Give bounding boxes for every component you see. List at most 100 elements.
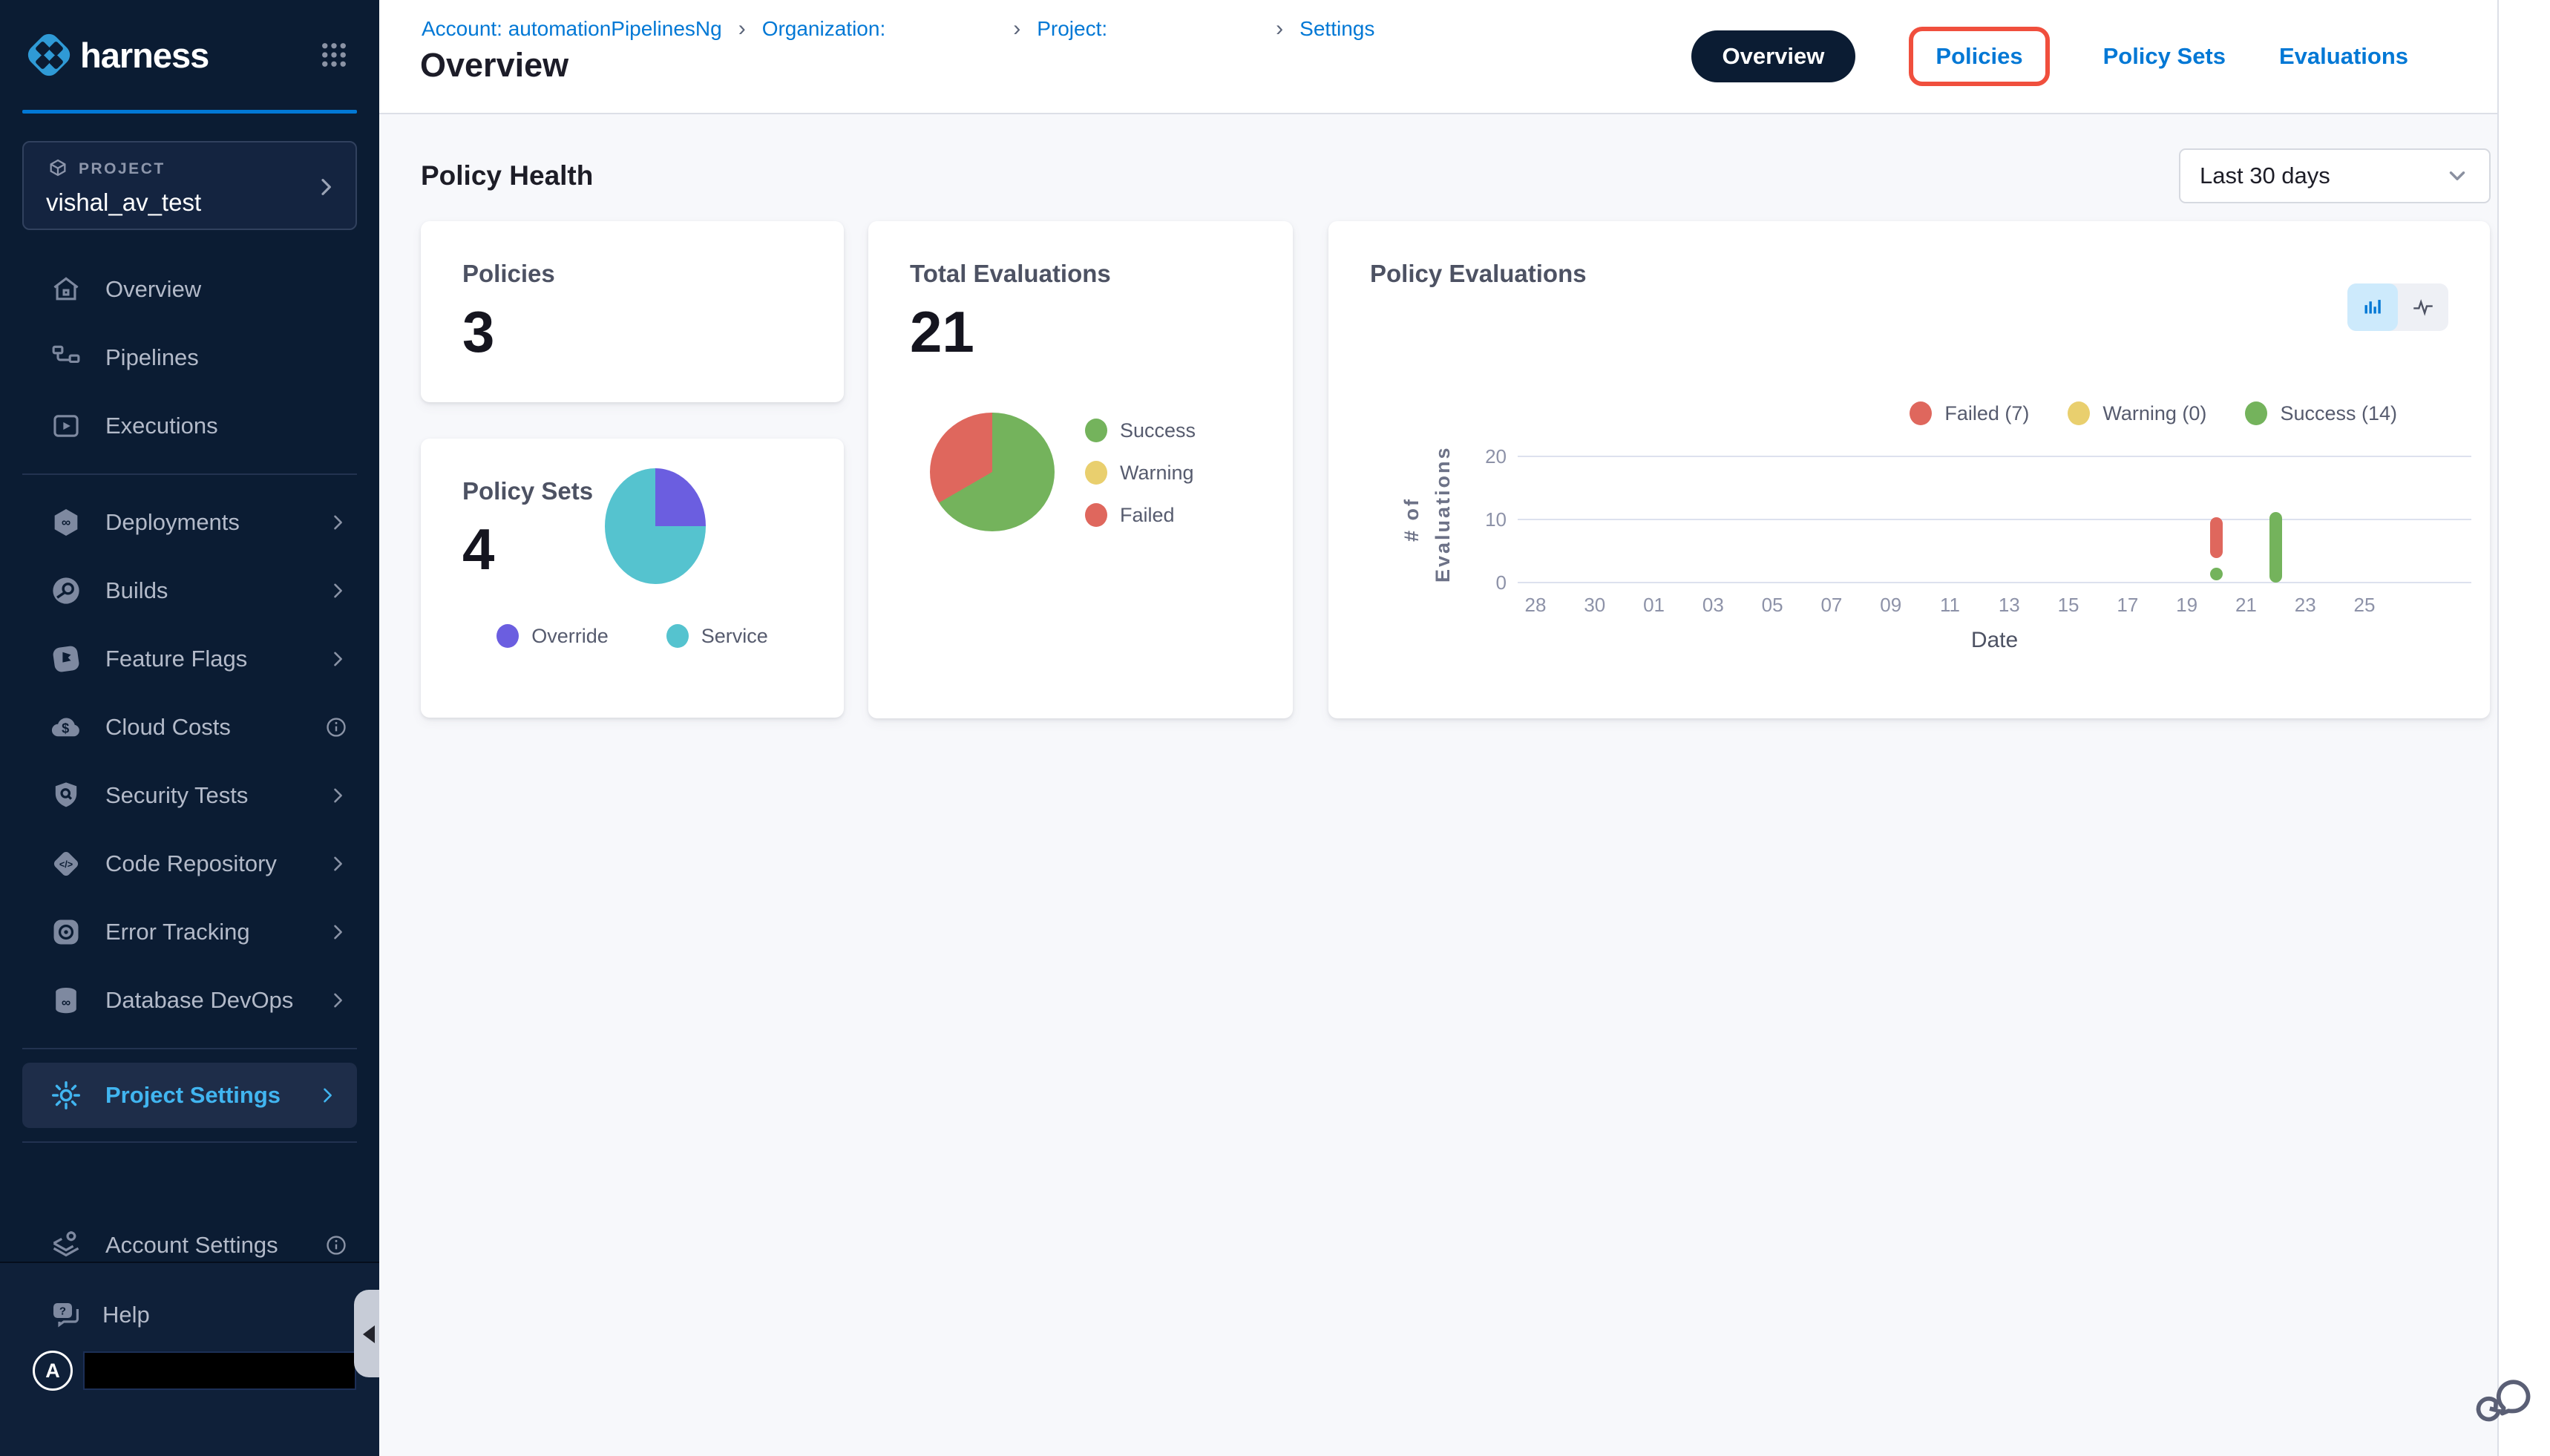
chevron-right-icon [327,512,348,533]
bar-chart-toggle-button[interactable] [2347,283,2398,331]
project-selector[interactable]: PROJECT vishal_av_test [22,141,357,230]
breadcrumb-settings[interactable]: Settings [1299,17,1375,40]
cloud-costs-icon: $ [47,710,85,744]
tab-policies[interactable]: Policies [1936,43,2023,69]
legend-dot [496,624,519,648]
info-icon [324,1233,348,1257]
avatar[interactable]: A [33,1351,73,1391]
error-tracking-icon [47,915,85,949]
policy-sets-card: Policy Sets 4 Override Service [421,439,844,718]
date-range-value: Last 30 days [2200,163,2330,188]
total-evaluations-count: 21 [910,299,974,364]
legend-item-failed: Failed [1085,503,1196,527]
date-range-select[interactable]: Last 30 days [2179,148,2491,203]
sidebar-item-database-devops[interactable]: ∞ Database DevOps [0,966,379,1034]
svg-text:?: ? [59,1305,66,1318]
sidebar-item-overview[interactable]: Overview [0,255,379,324]
chart-type-toggle [2347,283,2448,331]
x-axis-label: Date [1970,628,2019,652]
evaluations-bar-legend: Failed (7) Warning (0) Success (14) [1910,401,2397,425]
help-button[interactable]: ? Help [0,1279,379,1351]
builds-icon [47,574,85,608]
account-settings-layers-icon [47,1228,85,1262]
sidebar-item-builds[interactable]: Builds [0,557,379,625]
chevron-right-icon [317,1085,338,1106]
sidebar-item-security-tests[interactable]: Security Tests [0,761,379,830]
breadcrumb-account[interactable]: Account: automationPipelinesNg [422,17,722,40]
security-tests-icon [47,778,85,813]
x-axis-ticks: 28 30 01 03 05 07 09 11 13 15 17 19 21 23 25 [1524,594,2376,616]
legend-item-failed: Failed (7) [1910,401,2029,425]
sidebar-item-error-tracking[interactable]: Error Tracking [0,898,379,966]
sidebar-item-cloud-costs[interactable]: $ Cloud Costs [0,693,379,761]
legend-dot [2068,401,2091,425]
sidebar-bottom-panel: ? Help A [0,1262,379,1456]
sidebar-item-executions[interactable]: Executions [0,392,379,460]
bar-segment-success [2210,567,2223,581]
line-chart-icon [2413,299,2433,316]
gear-icon [47,1079,85,1112]
brand-name: harness [80,35,209,75]
breadcrumb-project[interactable]: Project: [1037,17,1108,40]
policy-sets-pie-chart [605,468,706,584]
annotation-policies-highlight: Policies [1909,27,2050,86]
project-chevron-right-icon [314,175,338,199]
legend-item-warning: Warning (0) [2068,401,2206,425]
chat-bubbles-icon[interactable] [2468,1368,2540,1437]
sidebar-item-pipelines[interactable]: Pipelines [0,324,379,392]
legend-item-success: Success [1085,419,1196,442]
topbar: Account: automationPipelinesNg › Organiz… [379,0,2497,113]
svg-text:</>: </> [59,859,73,870]
legend-item-warning: Warning [1085,461,1196,485]
sidebar-item-project-settings[interactable]: Project Settings [22,1063,357,1128]
breadcrumb-separator: › [738,16,746,41]
tab-overview[interactable]: Overview [1691,30,1856,82]
nav-divider [22,473,357,475]
harness-logo-icon [24,30,74,80]
database-devops-icon: ∞ [47,983,85,1017]
evaluations-pie-legend: Success Warning Failed [1085,419,1196,527]
line-chart-toggle-button[interactable] [2398,283,2448,331]
policies-count: 3 [462,299,495,364]
evaluations-pie-chart [930,413,1055,531]
legend-item-success: Success (14) [2245,401,2397,425]
sidebar-item-code-repository[interactable]: </> Code Repository [0,830,379,898]
chevron-right-icon [327,853,348,874]
app-grid-icon[interactable] [318,39,350,70]
info-icon [324,715,348,739]
legend-item-service: Service [666,624,768,648]
breadcrumb-organization[interactable]: Organization: [761,17,886,40]
sidebar-item-account-settings[interactable]: Account Settings [0,1211,379,1279]
tab-policy-sets[interactable]: Policy Sets [2102,43,2226,69]
legend-item-override: Override [496,624,609,648]
executions-icon [47,410,85,442]
deployments-icon: ∞ [47,505,85,540]
tab-evaluations[interactable]: Evaluations [2279,43,2408,69]
total-evaluations-card-title: Total Evaluations [910,260,1111,287]
legend-dot [1910,401,1933,425]
policies-card-title: Policies [462,260,555,287]
sidebar-item-deployments[interactable]: ∞ Deployments [0,488,379,557]
chevron-down-icon [2445,163,2470,188]
sidebar-collapse-handle[interactable] [354,1290,379,1377]
legend-dot [2245,401,2268,425]
tab-bar: Overview Policies Policy Sets Evaluation… [1691,0,2408,113]
main-content: Policy Health Last 30 days Policies 3 To… [379,113,2497,1456]
redacted-user-name [83,1351,356,1390]
chevron-right-icon [327,990,348,1011]
collapse-left-icon [363,1325,375,1343]
sidebar-nav: Overview Pipelines Executions ∞ Deploym [0,255,379,1143]
chevron-right-icon [327,580,348,601]
nav-divider [22,1048,357,1049]
breadcrumb-separator: › [1276,16,1284,41]
bar-chart-icon [2364,300,2381,314]
section-title: Policy Health [421,160,594,191]
project-name: vishal_av_test [46,188,202,216]
policy-sets-legend: Override Service [421,624,844,648]
sidebar-header: harness [0,0,379,110]
chevron-right-icon [327,922,348,942]
sidebar-item-feature-flags[interactable]: Feature Flags [0,625,379,693]
help-chat-icon: ? [47,1297,83,1333]
sidebar-accent-rule [22,110,357,114]
